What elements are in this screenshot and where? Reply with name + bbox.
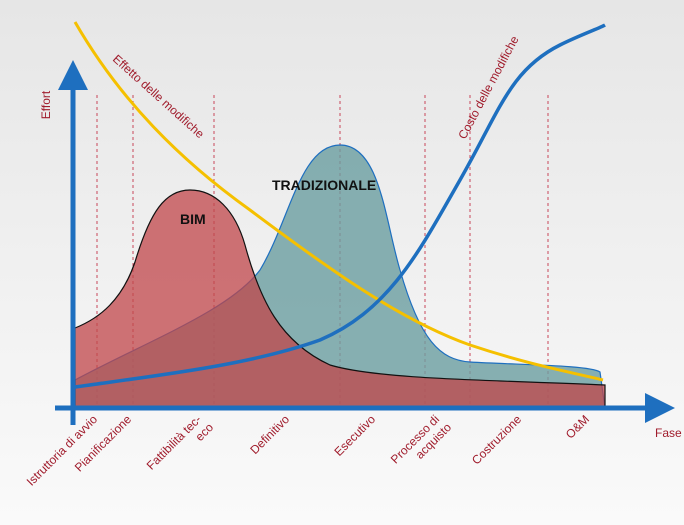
bim-label: BIM (180, 211, 206, 227)
traditional-label: TRADIZIONALE (272, 177, 376, 193)
effect-curve (73, 21, 604, 382)
x-axis-label: Fase (655, 426, 682, 440)
cost-curve (74, 23, 606, 389)
y-axis-label: Effort (39, 90, 53, 119)
bim-area (74, 189, 606, 409)
